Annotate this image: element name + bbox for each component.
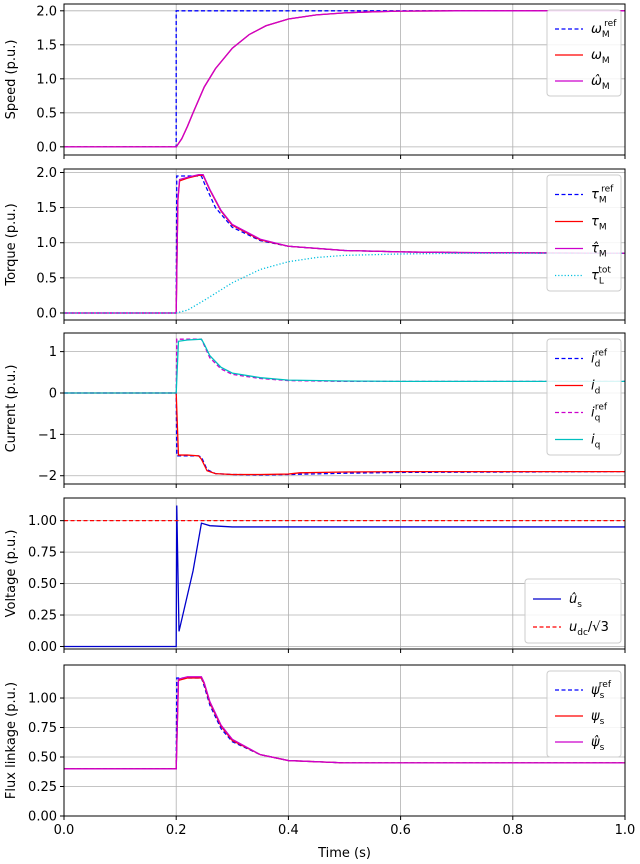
- axes-frame: [63, 497, 626, 650]
- x-tick-label: 0.4: [278, 823, 299, 838]
- y-tick-label: 1.5: [36, 201, 57, 216]
- series-line-1: [64, 175, 625, 314]
- legend-entry: ψ̂s: [591, 735, 605, 753]
- legend-entry: τ̂M: [591, 242, 607, 260]
- y-tick-label: 2.0: [36, 166, 57, 181]
- series-line-2: [64, 174, 625, 314]
- y-tick-label: 1.5: [36, 38, 57, 53]
- y-tick-label: −1: [38, 428, 57, 443]
- axes-frame: [63, 664, 626, 817]
- legend-box: [546, 338, 622, 456]
- y-tick-label: 0.75: [28, 546, 57, 561]
- panel-3: −2 −1 0 1 Current (p.u.) idref id iqref iq: [4, 332, 626, 488]
- legend-entry: τM: [591, 215, 607, 233]
- y-tick-label: 0.50: [28, 577, 57, 592]
- panel-2: 0.0 0.5 1.0 1.5 2.0 Torque (p.u.) τMref τM τ̂M τL…: [4, 166, 626, 324]
- series-line-4: [64, 252, 625, 314]
- y-tick-label: 0.25: [28, 780, 57, 795]
- series-line-1: [64, 392, 625, 476]
- y-tick-label: 0.75: [28, 721, 57, 736]
- y-tick-label: 1.00: [28, 514, 57, 529]
- y-axis-label: Flux linkage (p.u.): [4, 682, 19, 799]
- y-tick-label: 0: [49, 386, 57, 401]
- legend-entry: udc/√3: [569, 620, 609, 638]
- series-line-3: [64, 676, 625, 770]
- legend-entry: ωMref: [591, 19, 617, 40]
- y-tick-label: 1: [49, 345, 57, 360]
- series-line-2: [64, 677, 625, 770]
- x-tick-label: 0.0: [54, 823, 75, 838]
- series-line-4: [64, 338, 625, 394]
- y-tick-label: −2: [38, 469, 57, 484]
- y-axis-label: Voltage (p.u.): [4, 530, 19, 618]
- x-tick-label: 0.2: [166, 823, 187, 838]
- y-tick-label: 1.0: [36, 236, 57, 251]
- axes-frame: [63, 3, 626, 156]
- y-tick-label: 0.25: [28, 609, 57, 624]
- y-tick-label: 1.0: [36, 72, 57, 87]
- panel-1: 0.0 0.5 1.0 1.5 2.0 Speed (p.u.) ωMref ωM ω̂M: [4, 3, 626, 159]
- axes-frame: [63, 332, 626, 485]
- legend-entry: τMref: [591, 185, 614, 206]
- y-tick-label: 0.00: [28, 810, 57, 825]
- series-line-3: [64, 10, 625, 148]
- y-axis-label: Current (p.u.): [4, 365, 19, 453]
- y-tick-label: 0.50: [28, 751, 57, 766]
- legend-entry: ψsref: [591, 680, 612, 701]
- panel-4: 0.00 0.25 0.50 0.75 1.00 Voltage (p.u.) ûs udc…: [4, 497, 626, 655]
- legend: ψsref ψs ψ̂s: [546, 670, 622, 758]
- series-line-3: [64, 173, 625, 314]
- legend-entry: id: [591, 379, 600, 397]
- legend: idref id iqref iq: [546, 338, 622, 456]
- legend-entry: idref: [591, 349, 608, 370]
- y-tick-label: 0.5: [36, 271, 57, 286]
- legend-box: [546, 670, 622, 758]
- legend-entry: ω̂M: [591, 74, 610, 92]
- legend-entry: ωM: [591, 48, 610, 66]
- axes-frame: [63, 168, 626, 321]
- x-tick-label: 1.0: [615, 823, 636, 838]
- y-tick-label: 0.00: [28, 640, 57, 655]
- series-line-2: [64, 392, 625, 476]
- series-line-1: [64, 677, 625, 770]
- legend-entry: τLtot: [591, 266, 611, 287]
- legend-box: [546, 9, 622, 97]
- y-tick-label: 0.5: [36, 106, 57, 121]
- series-line-3: [64, 338, 625, 394]
- legend: ûs udc/√3: [524, 578, 622, 644]
- y-tick-label: 0.0: [36, 140, 57, 155]
- y-axis-label: Torque (p.u.): [4, 203, 19, 286]
- x-tick-label: 0.8: [502, 823, 523, 838]
- legend-entry: iqref: [591, 403, 608, 424]
- panel-5: 0.00 0.25 0.50 0.75 1.00 0.0 0.2 0.4 0.6 0.8 1.0 Ti…: [4, 664, 636, 861]
- legend: ωMref ωM ω̂M: [546, 9, 622, 97]
- y-axis-label: Speed (p.u.): [4, 40, 19, 120]
- y-tick-label: 1.00: [28, 692, 57, 707]
- legend-entry: iq: [591, 433, 600, 451]
- legend: τMref τM τ̂M τLtot: [546, 174, 622, 292]
- y-tick-label: 2.0: [36, 4, 57, 19]
- y-tick-label: 0.0: [36, 306, 57, 321]
- x-axis-label: Time (s): [317, 846, 371, 861]
- legend-box: [546, 174, 622, 292]
- legend-entry: ψs: [591, 709, 605, 727]
- series-line-1: [64, 505, 625, 648]
- x-tick-label: 0.6: [390, 823, 411, 838]
- legend-entry: ûs: [569, 592, 582, 610]
